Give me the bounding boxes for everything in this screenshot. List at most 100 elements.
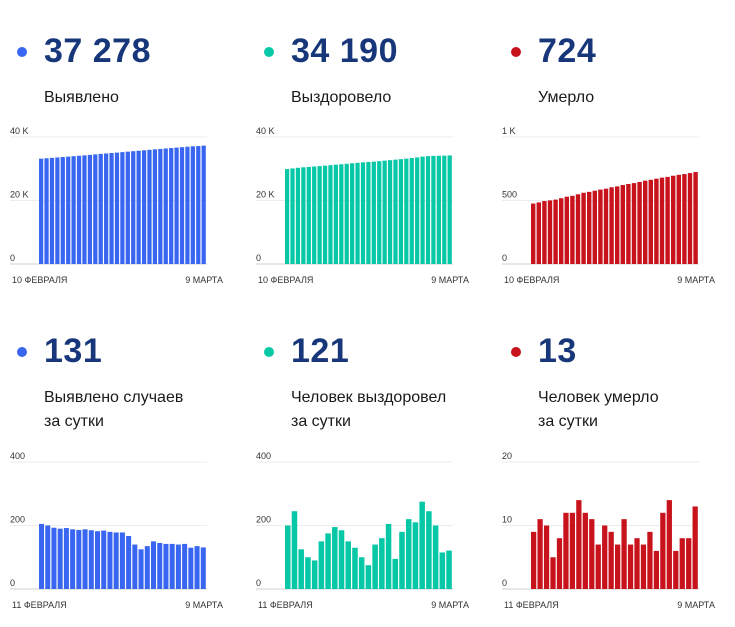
bar <box>620 185 625 264</box>
bar <box>598 189 603 264</box>
bar <box>333 164 338 264</box>
bar <box>311 560 318 589</box>
bar <box>415 157 420 264</box>
bar <box>556 538 563 589</box>
bar <box>338 530 345 589</box>
x-tick-label-start: 11 ФЕВРАЛЯ <box>258 600 313 610</box>
bar <box>425 156 431 264</box>
bar <box>550 557 556 589</box>
bar <box>648 179 653 264</box>
bar <box>575 194 581 264</box>
bar <box>647 531 653 589</box>
bar <box>82 529 88 589</box>
bar <box>175 544 181 589</box>
bar <box>447 155 452 264</box>
bar <box>285 525 291 589</box>
bar <box>436 155 441 264</box>
stat-number: 121 <box>291 332 350 370</box>
bar <box>290 168 295 264</box>
bar <box>71 156 76 264</box>
bar <box>587 191 592 264</box>
bar <box>582 512 588 589</box>
chart-detected-daily: 0 200 400 11 ФЕВРАЛЯ 9 МАРТА <box>10 451 223 610</box>
bar <box>125 151 130 264</box>
bar <box>344 163 349 264</box>
bar <box>659 177 665 264</box>
bar <box>446 550 452 589</box>
bar <box>671 175 676 264</box>
chart-died-total: 0 500 1 K 10 ФЕВРАЛЯ 9 МАРТА <box>502 126 715 285</box>
bar <box>666 500 672 589</box>
bar <box>70 529 76 589</box>
bar <box>88 530 94 589</box>
y-tick-label: 1 K <box>502 126 516 136</box>
bar <box>377 161 382 264</box>
stat-label: Человек умерло за сутки <box>538 389 659 430</box>
y-tick-label: 40 K <box>10 126 29 136</box>
chart-detected-total: 0 20 K 40 K 10 ФЕВРАЛЯ 9 МАРТА <box>10 126 223 285</box>
bar <box>196 146 201 264</box>
bar <box>643 180 648 264</box>
y-tick-label: 0 <box>502 578 507 588</box>
bar <box>87 154 92 264</box>
series-dot-teal <box>264 347 274 357</box>
bar <box>305 557 311 589</box>
x-tick-label-end: 9 МАРТА <box>677 600 715 610</box>
stat-number: 131 <box>44 332 103 370</box>
bar <box>660 512 666 589</box>
bar <box>404 158 409 264</box>
stat-label: Человек выздоровел за сутки <box>291 389 447 430</box>
bar <box>158 148 163 264</box>
bar <box>543 525 550 589</box>
bar <box>687 173 693 264</box>
bar <box>564 196 569 264</box>
bar <box>144 546 150 589</box>
bar <box>426 511 432 589</box>
bar <box>200 547 206 589</box>
bar <box>385 523 392 589</box>
bar <box>163 543 169 589</box>
stat-label: Умерло <box>538 89 595 106</box>
bar <box>595 544 601 589</box>
y-tick-label: 400 <box>10 451 25 461</box>
bar <box>201 145 206 264</box>
bar <box>350 163 355 264</box>
bar <box>44 158 49 264</box>
x-tick-label-end: 9 МАРТА <box>185 275 223 285</box>
chart-recovered-daily: 0 200 400 11 ФЕВРАЛЯ 9 МАРТА <box>256 451 469 610</box>
bar <box>379 538 385 589</box>
bar <box>322 165 328 264</box>
x-tick-label-start: 11 ФЕВРАЛЯ <box>504 600 559 610</box>
bar <box>98 153 103 264</box>
bar <box>563 512 569 589</box>
chart-died-daily: 0 10 20 11 ФЕВРАЛЯ 9 МАРТА <box>502 451 715 610</box>
bar <box>615 544 621 589</box>
bar <box>126 535 132 589</box>
bar <box>637 181 642 264</box>
chart-recovered-total: 0 20 K 40 K 10 ФЕВРАЛЯ 9 МАРТА <box>256 126 469 285</box>
y-tick-label: 10 <box>502 515 512 525</box>
bar <box>285 169 290 264</box>
bar <box>627 544 634 589</box>
series-dot-blue <box>17 47 27 57</box>
x-tick-label-start: 10 ФЕВРАЛЯ <box>12 275 67 285</box>
y-tick-label: 0 <box>502 253 507 263</box>
bar <box>682 174 687 264</box>
bar <box>93 154 98 264</box>
bar <box>39 158 44 264</box>
bar <box>169 148 174 264</box>
bar <box>399 531 405 589</box>
bar <box>190 146 195 264</box>
y-tick-label: 500 <box>502 190 517 200</box>
bar <box>152 149 158 264</box>
bar <box>107 531 113 589</box>
bar <box>581 192 586 264</box>
bar <box>131 151 136 264</box>
bar <box>109 153 114 264</box>
x-tick-label-end: 9 МАРТА <box>431 600 469 610</box>
bar <box>536 202 541 264</box>
bar <box>317 166 322 264</box>
bar <box>531 531 537 589</box>
bar <box>432 525 439 589</box>
bar <box>132 544 138 589</box>
